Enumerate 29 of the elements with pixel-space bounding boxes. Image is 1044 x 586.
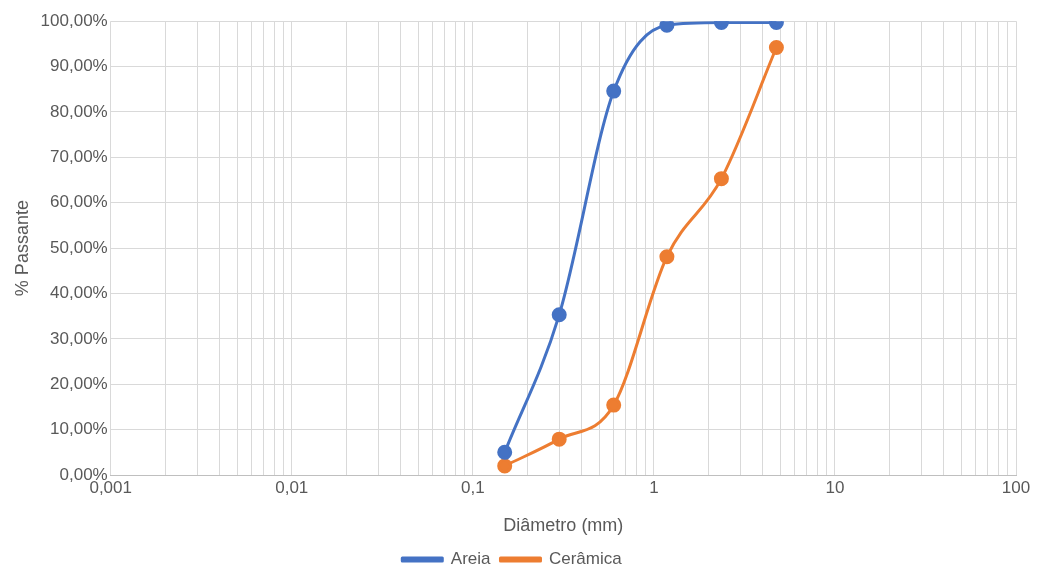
point [606, 397, 622, 413]
y-tick-label: 30,00% [50, 328, 108, 348]
y-tick-label: 50,00% [50, 237, 108, 257]
x-tick-label: 0,01 [275, 477, 309, 497]
legend-label: Cerâmica [548, 549, 623, 569]
x-axis-title: Diâmetro (mm) [503, 515, 624, 536]
x-tick-label: 100 [1001, 477, 1031, 497]
y-tick-label: 10,00% [50, 419, 108, 439]
y-tick-label: 60,00% [50, 192, 108, 212]
x-tick-label: 0,1 [461, 477, 485, 497]
y-tick-label: 40,00% [50, 283, 108, 303]
point [606, 83, 622, 99]
point [497, 458, 513, 474]
y-tick-label: 80,00% [50, 101, 108, 121]
y-tick-label: 100,00% [40, 10, 108, 30]
point [768, 40, 784, 56]
point [551, 307, 567, 323]
point [659, 21, 675, 33]
x-tick-label: 1 [649, 477, 659, 497]
legend-label: Areia [450, 549, 492, 569]
point [659, 249, 675, 265]
y-tick-label: 90,00% [50, 56, 108, 76]
point [551, 431, 567, 447]
y-axis-title: % Passante [11, 200, 32, 297]
y-tick-label: 20,00% [50, 373, 108, 393]
y-tick-label: 70,00% [50, 147, 108, 167]
point [713, 171, 729, 187]
point [497, 444, 513, 460]
x-tick-label: 10 [825, 477, 845, 497]
